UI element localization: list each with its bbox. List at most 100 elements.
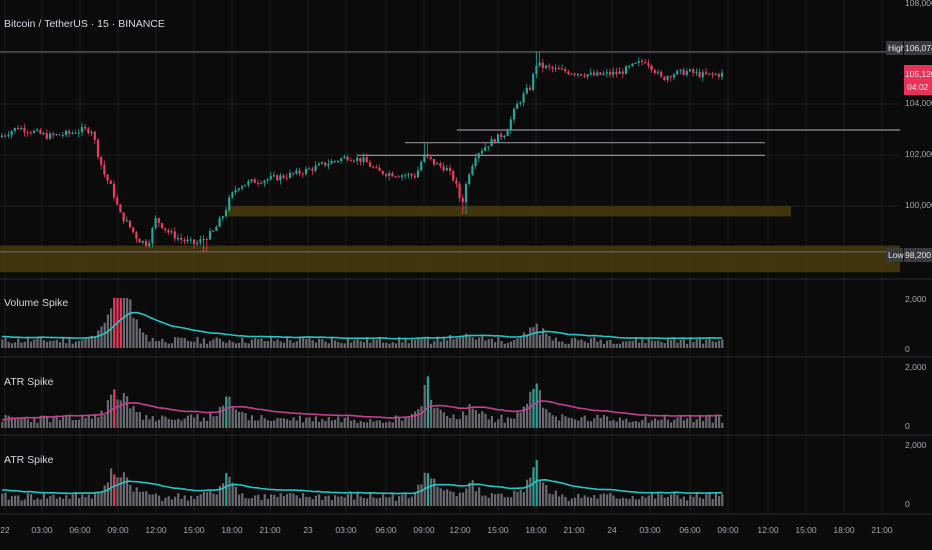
indicator-bar	[506, 497, 509, 506]
indicator-bar	[519, 412, 522, 428]
indicator-bar	[193, 417, 196, 428]
price-tick: 100,000	[905, 200, 932, 210]
candle-body	[583, 75, 586, 77]
indicator-bar	[215, 494, 218, 506]
indicator-bar	[593, 337, 596, 348]
current-countdown: 04:02	[907, 82, 929, 92]
candle-body	[564, 68, 567, 72]
indicator-bar	[90, 335, 93, 348]
candle-body	[580, 73, 583, 76]
indicator-bar	[33, 499, 36, 506]
indicator-bar	[154, 421, 157, 428]
indicator-bar	[417, 484, 420, 506]
low-label-box	[886, 248, 903, 262]
time-tick-label: 03:00	[31, 525, 53, 535]
indicator-bar	[497, 493, 500, 506]
indicator-bar	[436, 336, 439, 348]
indicator-bar	[234, 486, 237, 506]
indicator-bar	[686, 418, 689, 428]
indicator-bar	[430, 343, 433, 348]
indicator-bar	[612, 419, 615, 428]
indicator-bar	[398, 496, 401, 506]
indicator-bar	[279, 493, 282, 506]
indicator-bar	[238, 411, 241, 428]
indicator-bar	[305, 417, 308, 428]
indicator-bar	[142, 491, 145, 506]
indicator-bar	[1, 421, 4, 428]
indicator-bar	[270, 337, 273, 348]
indicator-bar	[580, 339, 583, 348]
indicator-bar	[583, 415, 586, 428]
indicator-bar	[545, 485, 548, 506]
candle-body	[240, 186, 244, 189]
candle-body	[516, 103, 519, 109]
indicator-bar	[394, 500, 397, 506]
candle-body	[618, 71, 621, 74]
indicator-bar	[148, 494, 151, 506]
indicator-bar	[673, 338, 676, 348]
indicator-bar	[644, 342, 647, 348]
indicator-bar	[276, 418, 279, 428]
indicator-bar	[177, 418, 180, 428]
indicator-bar	[372, 421, 375, 428]
indicator-bar	[650, 493, 653, 506]
indicator-bar	[30, 421, 33, 428]
indicator-bar	[615, 421, 618, 428]
candle-body	[436, 163, 439, 165]
indicator-bar	[628, 422, 631, 428]
indicator-bar	[417, 409, 420, 428]
time-tick-label: 18:00	[525, 525, 547, 535]
indicator-bar	[503, 343, 506, 348]
indicator-bar	[266, 498, 269, 506]
indicator-bar	[522, 406, 525, 428]
candle-body	[32, 130, 36, 134]
indicator-bar	[666, 338, 669, 348]
price-axis[interactable]: 108,000 104,000 102,000 100,000	[905, 0, 932, 210]
candle-body	[400, 175, 404, 178]
indicator-bar	[580, 417, 583, 428]
candle-body	[167, 230, 170, 233]
candle-body	[394, 176, 397, 178]
indicator-bar	[564, 497, 567, 506]
candle-body	[439, 163, 442, 167]
candle-body	[260, 182, 263, 184]
time-axis[interactable]: 22 03:00 06:00 09:00 12:00 15:00 18:00 21:00 23 0…	[0, 525, 893, 535]
indicator-bar	[382, 422, 385, 428]
candle-body	[154, 218, 157, 229]
indicator-bar	[343, 417, 346, 428]
candle-body	[468, 174, 471, 184]
candle-body	[10, 131, 13, 136]
indicator-bar	[206, 420, 209, 428]
indicator-bar	[654, 341, 657, 348]
candle-body	[455, 180, 458, 184]
candle-body	[29, 132, 32, 134]
candle-body	[621, 71, 624, 74]
indicator-bar	[52, 340, 55, 348]
indicator-bar	[548, 412, 551, 428]
supply-demand-zone	[0, 245, 900, 273]
candle-body	[631, 63, 634, 66]
indicator-bar	[289, 340, 292, 348]
indicator-bar	[564, 343, 567, 348]
indicator-bar	[382, 342, 385, 348]
indicator-bar	[663, 343, 666, 348]
candle-body	[487, 146, 490, 148]
indicator-bar	[426, 376, 429, 428]
indicator-bar	[618, 417, 621, 428]
candle-body	[656, 71, 660, 73]
indicator-bar	[39, 415, 42, 428]
indicator-bar	[682, 339, 685, 348]
indicator-bar	[292, 417, 295, 428]
indicator-bar	[558, 420, 561, 428]
candle-body	[714, 74, 717, 76]
candle-body	[551, 66, 554, 69]
indicator-bar	[302, 422, 305, 428]
indicator-bar	[551, 494, 554, 506]
indicator-bar	[132, 406, 135, 428]
indicator-bar	[442, 490, 445, 506]
indicator-bar	[561, 494, 564, 506]
indicator-bar	[318, 421, 321, 428]
indicator-bar	[119, 298, 122, 348]
indicator-bar	[254, 338, 257, 348]
